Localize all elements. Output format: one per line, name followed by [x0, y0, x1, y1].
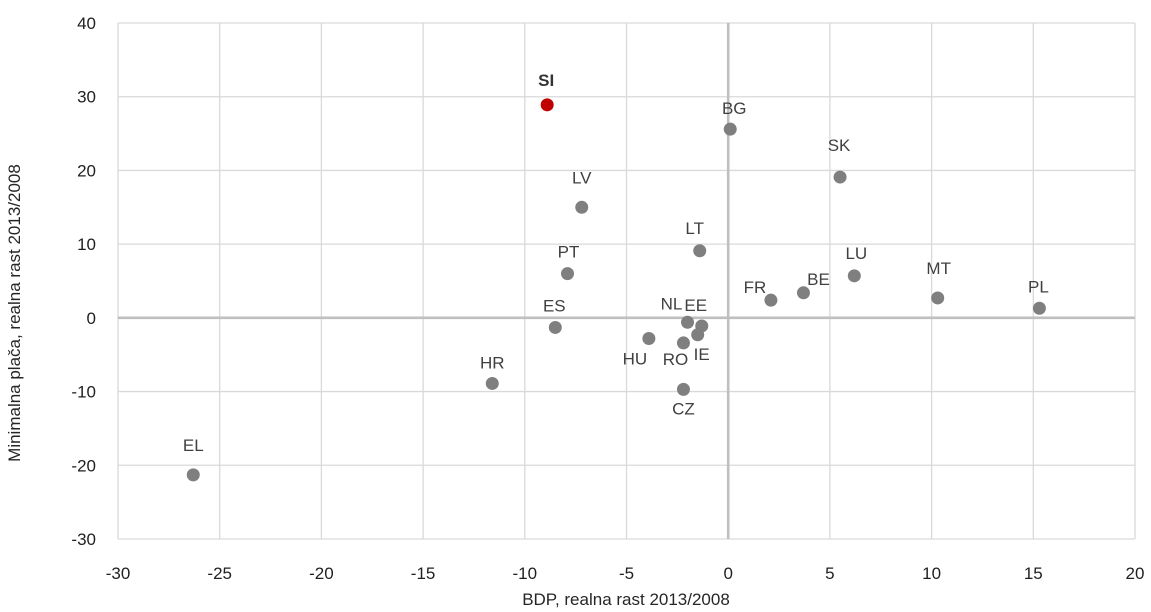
- point-label-sk: SK: [828, 136, 851, 155]
- point-label-ie: IE: [694, 345, 710, 364]
- point-labels: SI BG SK LV LT PT LU MT PL FR BE ES NL EE IE HU RO CZ HR EL: [183, 71, 1049, 455]
- data-point-be: [796, 286, 810, 300]
- y-tick-label: 20: [77, 161, 96, 180]
- x-tick-label: 15: [1024, 564, 1043, 583]
- data-point-ie: [691, 328, 705, 342]
- point-label-hr: HR: [480, 353, 505, 372]
- data-point-fr: [764, 293, 778, 307]
- x-tick-label: 20: [1126, 564, 1145, 583]
- point-label-pt: PT: [558, 243, 580, 262]
- y-axis-label: Minimalna plača, realna rast 2013/2008: [5, 164, 24, 462]
- point-label-si: SI: [538, 71, 554, 90]
- data-point-hu: [642, 331, 656, 345]
- y-tick-label: 30: [77, 88, 96, 107]
- y-tick-label: -30: [71, 530, 96, 549]
- point-label-hu: HU: [623, 349, 648, 368]
- point-label-bg: BG: [722, 99, 747, 118]
- data-point-sk: [833, 170, 847, 184]
- x-tick-label: -20: [309, 564, 334, 583]
- point-label-mt: MT: [926, 259, 951, 278]
- x-tick-label: -30: [106, 564, 131, 583]
- point-label-fr: FR: [744, 278, 767, 297]
- point-label-lt: LT: [685, 219, 704, 238]
- x-axis-label: BDP, realna rast 2013/2008: [522, 590, 730, 609]
- data-point-lt: [693, 244, 707, 258]
- data-point-lv: [575, 200, 589, 214]
- data-point-lu: [847, 269, 861, 283]
- x-tick-label: 10: [922, 564, 941, 583]
- data-point-pt: [561, 267, 575, 281]
- y-tick-label: -20: [71, 456, 96, 475]
- x-tick-label: 0: [723, 564, 732, 583]
- data-point-es: [548, 320, 562, 334]
- gridlines: [117, 22, 1136, 540]
- point-label-lv: LV: [572, 168, 592, 187]
- x-tick-label: -15: [411, 564, 436, 583]
- data-points: [186, 98, 1046, 482]
- data-point-ro: [676, 336, 690, 350]
- y-tick-labels: -30 -20 -10 0 10 20 30 40: [71, 14, 96, 549]
- y-tick-label: -10: [71, 383, 96, 402]
- data-point-bg: [723, 122, 737, 136]
- y-tick-label: 10: [77, 235, 96, 254]
- data-point-mt: [931, 291, 945, 305]
- point-label-pl: PL: [1028, 277, 1049, 296]
- point-label-cz: CZ: [672, 399, 695, 418]
- x-tick-label: -5: [619, 564, 634, 583]
- point-label-ee: EE: [684, 296, 707, 315]
- data-point-el: [186, 468, 200, 482]
- point-label-el: EL: [183, 436, 204, 455]
- x-tick-label: -10: [513, 564, 538, 583]
- zero-axes: [118, 23, 1135, 539]
- data-point-pl: [1032, 301, 1046, 315]
- y-tick-label: 0: [87, 309, 96, 328]
- x-tick-labels: -30 -25 -20 -15 -10 -5 0 5 10 15 20: [106, 564, 1145, 583]
- point-label-be: BE: [807, 270, 830, 289]
- x-tick-label: -25: [207, 564, 232, 583]
- point-label-es: ES: [543, 296, 566, 315]
- data-point-si: [540, 98, 554, 112]
- data-point-nl: [681, 315, 695, 329]
- point-label-ro: RO: [663, 350, 689, 369]
- point-label-nl: NL: [661, 294, 683, 313]
- data-point-hr: [485, 376, 499, 390]
- x-tick-label: 5: [825, 564, 834, 583]
- data-point-cz: [676, 382, 690, 396]
- point-label-lu: LU: [845, 244, 867, 263]
- y-tick-label: 40: [77, 14, 96, 33]
